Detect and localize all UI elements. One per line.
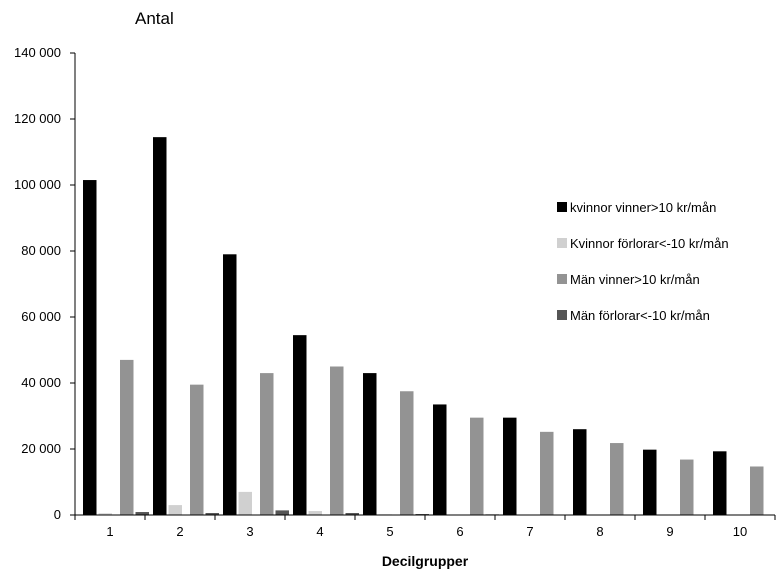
y-axis-ticks: 0 20 000 40 000 60 000 80 000 100 000 120 000 1… xyxy=(14,45,75,522)
y-tick-label: 20 000 xyxy=(21,441,61,456)
bar xyxy=(470,418,484,515)
bar xyxy=(643,450,657,515)
bar xyxy=(153,137,167,515)
x-tick-label: 4 xyxy=(316,524,323,539)
x-tick-label: 7 xyxy=(526,524,533,539)
legend-label: Män förlorar<-10 kr/mån xyxy=(570,308,710,323)
y-tick-label: 0 xyxy=(54,507,61,522)
bar xyxy=(330,367,344,516)
bar xyxy=(363,373,377,515)
legend-swatch xyxy=(557,310,567,320)
bar xyxy=(83,180,97,515)
legend-swatch xyxy=(557,274,567,284)
legend-swatch xyxy=(557,238,567,248)
legend-label: kvinnor vinner>10 kr/mån xyxy=(570,200,716,215)
y-tick-label: 80 000 xyxy=(21,243,61,258)
legend-swatch xyxy=(557,202,567,212)
bar xyxy=(400,391,414,515)
bar xyxy=(260,373,274,515)
x-axis-ticks: 1 2 3 4 5 6 7 8 9 10 xyxy=(75,515,775,539)
x-tick-label: 6 xyxy=(456,524,463,539)
bar xyxy=(610,443,624,515)
bar xyxy=(169,505,183,515)
bar xyxy=(503,418,517,515)
x-tick-label: 3 xyxy=(246,524,253,539)
y-tick-label: 100 000 xyxy=(14,177,61,192)
bar xyxy=(540,432,554,515)
x-tick-label: 1 xyxy=(106,524,113,539)
legend-label: Kvinnor förlorar<-10 kr/mån xyxy=(570,236,729,251)
x-tick-label: 9 xyxy=(666,524,673,539)
y-tick-label: 40 000 xyxy=(21,375,61,390)
bar xyxy=(239,492,253,515)
bars-group xyxy=(83,137,764,515)
legend-label: Män vinner>10 kr/mån xyxy=(570,272,700,287)
bar xyxy=(750,466,764,515)
y-axis-label: Antal xyxy=(135,9,174,28)
bar xyxy=(680,460,694,515)
bar xyxy=(293,335,307,515)
y-tick-label: 120 000 xyxy=(14,111,61,126)
x-axis-label: Decilgrupper xyxy=(382,553,469,569)
bar xyxy=(309,511,323,515)
y-tick-label: 140 000 xyxy=(14,45,61,60)
x-tick-label: 5 xyxy=(386,524,393,539)
bar xyxy=(713,451,727,515)
bar xyxy=(120,360,134,515)
bar xyxy=(573,429,587,515)
bar xyxy=(190,385,204,515)
bar xyxy=(223,254,237,515)
x-tick-label: 10 xyxy=(733,524,747,539)
y-tick-label: 60 000 xyxy=(21,309,61,324)
x-tick-label: 8 xyxy=(596,524,603,539)
bar xyxy=(433,404,447,515)
bar xyxy=(276,510,290,515)
x-tick-label: 2 xyxy=(176,524,183,539)
legend: kvinnor vinner>10 kr/mån Kvinnor förlorar… xyxy=(557,200,729,323)
